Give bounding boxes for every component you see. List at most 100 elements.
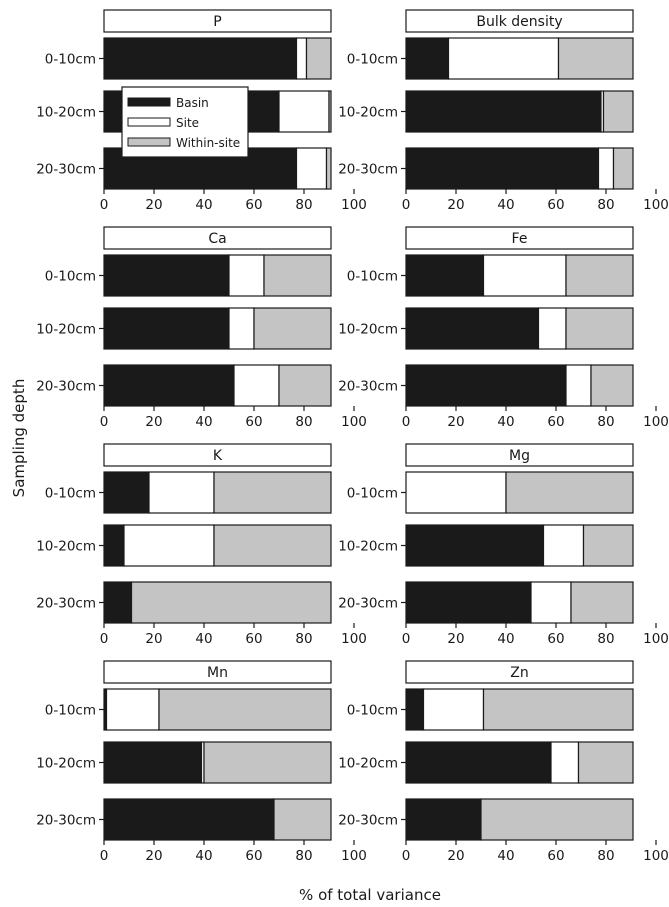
bar-segment-site [422,688,485,731]
bar-segment-within-site [505,471,634,514]
y-tick-label: 0-10cm [347,703,398,719]
bar-segment-basin [405,741,552,784]
panel-title-box [103,226,332,250]
panel-title-box [103,660,332,684]
y-tick-label: 0-10cm [45,269,96,285]
legend: Basin Site Within-site [121,86,249,158]
x-tick-label: 0 [402,848,411,864]
panel-k: K 0-10cm 10-20cm 20-30cm 0 20 40 60 80 100 [36,443,367,647]
x-tick-label: 0 [100,414,109,430]
bar-segment-within-site [602,90,634,133]
y-tick-label: 20-30cm [338,379,398,395]
legend-label-within-site: Within-site [176,136,240,150]
x-tick-label: 0 [100,197,109,213]
y-axis-title: Sampling depth [10,379,28,498]
bar-segment-within-site [278,364,332,407]
panel-title: Bulk density [476,14,562,30]
x-tick-label: 0 [100,631,109,647]
x-tick-label: 0 [402,631,411,647]
panel-mg: Mg 0-10cm 10-20cm 20-30cm 0 20 40 60 80 100 [338,443,669,647]
panel-bulk-density: Bulk density 0-10cm 10-20cm 20-30cm 0 20 40 60 8… [338,9,669,213]
x-tick-label: 100 [341,848,367,864]
panel-ca: Ca 0-10cm 10-20cm 20-30cm 0 20 40 60 80 100 [36,226,367,430]
bar-segment-within-site [328,90,332,133]
bar-segment-within-site [325,147,332,190]
x-tick-label: 0 [402,197,411,213]
y-tick-label: 20-30cm [36,162,96,178]
panel-title: Mg [509,448,530,464]
bar-segment-within-site [305,37,332,80]
bar-segment-site [123,524,215,567]
y-tick-label: 0-10cm [347,52,398,68]
x-tick-label: 60 [547,197,564,213]
x-tick-label: 80 [295,197,312,213]
x-tick-label: 40 [195,631,212,647]
bar-segment-site [228,307,255,350]
x-tick-label: 80 [597,197,614,213]
bar-segment-site [278,90,330,133]
bar-segment-site [295,37,308,80]
bar-segment-within-site [213,471,332,514]
x-tick-label: 60 [547,848,564,864]
bar-segment-site [295,147,328,190]
y-tick-label: 10-20cm [36,322,96,338]
x-tick-label: 20 [145,848,162,864]
bar-segment-within-site [565,254,634,297]
panels: P 0-10cm 10-20cm 20-30cm 0 20 40 60 80 100 Bulk de… [36,9,669,864]
y-tick-label: 20-30cm [338,596,398,612]
x-tick-label: 40 [497,848,514,864]
bar-segment-basin [405,147,600,190]
x-tick-label: 20 [447,631,464,647]
bar-segment-basin [103,307,230,350]
x-tick-label: 40 [195,414,212,430]
bar-segment-basin [405,37,450,80]
bar-segment-basin [103,524,125,567]
y-tick-label: 20-30cm [36,379,96,395]
panel-title: Ca [208,231,226,247]
panel-mn: Mn 0-10cm 10-20cm 20-30cm 0 20 40 60 80 100 [36,660,367,864]
panel-title: P [213,14,221,30]
panel-title: Mn [207,665,228,681]
bar-segment-basin [103,741,203,784]
bar-segment-basin [405,688,425,731]
x-tick-label: 60 [245,414,262,430]
panel-fe: Fe 0-10cm 10-20cm 20-30cm 0 20 40 60 80 100 [338,226,669,430]
panel-title-box [405,226,634,250]
bar-segment-within-site [273,798,332,841]
bar-segment-basin [405,798,482,841]
panel-zn: Zn 0-10cm 10-20cm 20-30cm 0 20 40 60 80 100 [338,660,669,864]
x-tick-label: 40 [497,631,514,647]
legend-swatch-within-site [127,137,171,147]
legend-label-site: Site [176,116,199,130]
legend-swatch-basin [127,97,171,107]
y-tick-label: 20-30cm [338,813,398,829]
bar-segment-within-site [253,307,332,350]
x-tick-label: 80 [597,848,614,864]
x-tick-label: 100 [643,848,669,864]
bar-segment-site [530,581,572,624]
legend-swatch-site [127,117,171,127]
y-tick-label: 10-20cm [36,105,96,121]
x-tick-label: 100 [643,414,669,430]
x-tick-label: 0 [100,848,109,864]
panel-title-box [103,9,332,33]
bar-segment-basin [405,307,540,350]
bar-segment-basin [103,471,150,514]
x-tick-label: 40 [195,848,212,864]
bar-segment-within-site [582,524,634,567]
bar-segment-within-site [557,37,634,80]
panel-title-box [405,660,634,684]
bar-segment-basin [405,90,602,133]
bar-segment-within-site [203,741,332,784]
panel-title-box [405,9,634,33]
x-tick-label: 60 [245,631,262,647]
panel-title: Fe [512,231,528,247]
x-tick-label: 0 [402,414,411,430]
x-tick-label: 60 [547,631,564,647]
y-tick-label: 10-20cm [36,539,96,555]
bar-segment-site [447,37,560,80]
panel-title: K [213,448,223,464]
bar-segment-within-site [263,254,332,297]
y-tick-label: 10-20cm [338,756,398,772]
